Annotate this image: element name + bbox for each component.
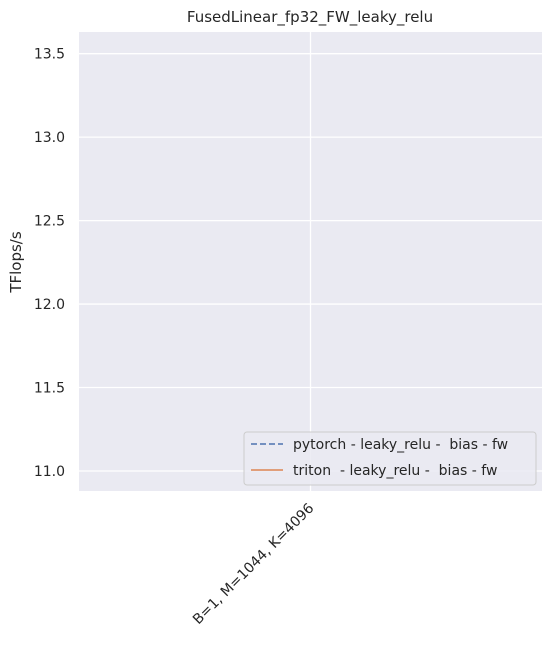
y-tick-label: 12.0 <box>34 297 65 313</box>
y-axis-label: TFlops/s <box>7 231 25 294</box>
y-tick-label: 11.5 <box>34 381 65 397</box>
x-tick-labels: B=1, M=1044, K=4096 <box>190 500 317 627</box>
grid-lines <box>79 32 542 491</box>
x-tick-label: B=1, M=1044, K=4096 <box>190 500 317 627</box>
legend-box <box>243 431 537 486</box>
legend-entry-label: triton - leaky_relu - bias - fw <box>293 463 497 479</box>
y-tick-label: 13.0 <box>34 130 65 146</box>
y-tick-labels: 11.0 11.5 12.0 12.5 13.0 13.5 <box>34 47 65 480</box>
legend: pytorch - leaky_relu - bias - fw triton -… <box>243 431 537 486</box>
y-tick-label: 13.5 <box>34 47 65 63</box>
y-tick-label: 12.5 <box>34 214 65 230</box>
legend-entry-label: pytorch - leaky_relu - bias - fw <box>293 437 508 453</box>
y-tick-label: 11.0 <box>34 464 65 480</box>
chart-title: FusedLinear_fp32_FW_leaky_relu <box>187 8 433 27</box>
